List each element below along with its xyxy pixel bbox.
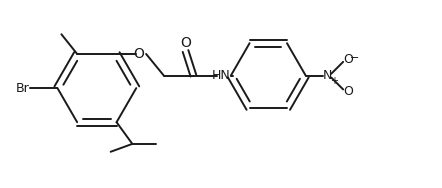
Text: O: O [133, 47, 144, 61]
Text: O: O [343, 53, 353, 66]
Text: N: N [323, 69, 332, 82]
Text: +: + [330, 76, 338, 86]
Text: −: − [351, 53, 360, 63]
Text: Br: Br [16, 82, 30, 95]
Text: HN: HN [212, 69, 230, 82]
Text: O: O [180, 36, 191, 50]
Text: O: O [343, 85, 353, 98]
